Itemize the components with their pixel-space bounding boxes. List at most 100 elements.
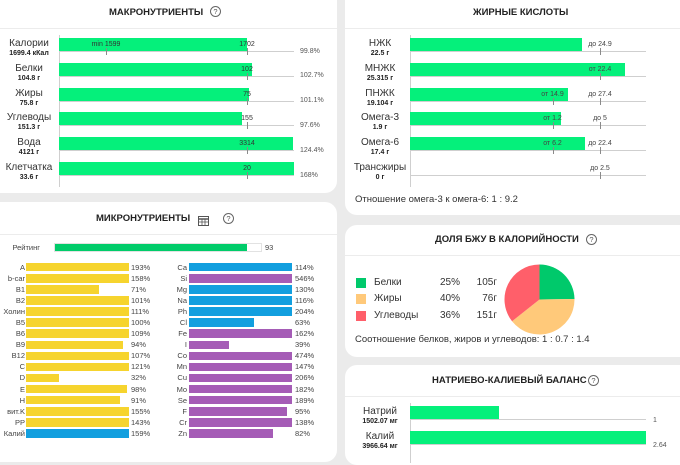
micronutrient-row: B12 107% <box>0 351 320 360</box>
micronutrient-bar <box>189 351 292 361</box>
legend-swatch-carbs <box>356 310 366 321</box>
nutrient-amount: 104.8 г <box>17 74 41 82</box>
norm-label: 75 <box>243 90 251 98</box>
question-circle-icon[interactable] <box>588 375 599 386</box>
question-circle-icon[interactable] <box>223 213 234 224</box>
micronutrient-row: Cr 138% <box>0 418 320 427</box>
micronutrient-bar <box>189 307 292 316</box>
micronutrient-percent: 159% <box>131 428 151 438</box>
percent-label: 102.7% <box>300 72 324 80</box>
macro-row: Вода 4121 г 3314 124.4% <box>0 137 330 157</box>
micronutrient-bar <box>26 362 129 372</box>
nutrient-name: МНЖК <box>364 62 396 74</box>
min-label: от 14.9 <box>541 90 564 98</box>
micronutrient-row: Na 116% <box>0 296 320 305</box>
micronutrient-row: I 39% <box>0 340 320 349</box>
max-tick <box>600 147 601 155</box>
nutrient-name: Вода <box>17 137 41 149</box>
fatty-acid-bar <box>410 62 625 76</box>
max-label: до 22.4 <box>588 140 612 148</box>
micronutrient-row: B6 109% <box>0 329 320 338</box>
max-label: до 2.5 <box>590 165 610 172</box>
norm-label: 1702 <box>239 41 255 48</box>
micronutrient-bar <box>26 262 129 272</box>
nutrient-amount: 1.9 г <box>372 124 388 132</box>
table-icon[interactable] <box>198 213 209 226</box>
micronutrient-percent: 546% <box>295 273 315 283</box>
micronutrient-percent: 189% <box>295 395 315 405</box>
nutrient-amount: 1502.07 мг <box>362 418 398 425</box>
micronutrient-row: Cu 206% <box>0 373 320 382</box>
micronutrient-row: Fe 162% <box>0 329 320 338</box>
row-label: Жиры 75.8 г <box>0 88 58 108</box>
min-label: от 22.4 <box>588 65 612 73</box>
micronutrient-bar <box>26 373 59 383</box>
legend-swatch-fat <box>356 294 366 305</box>
header-divider <box>345 28 680 29</box>
header-divider <box>345 396 680 397</box>
micronutrient-name: Cu <box>177 373 187 383</box>
fatty-acid-row: Трансжиры 0 г до 2.5 <box>352 162 680 182</box>
micronutrient-bar <box>189 429 274 438</box>
omega-ratio-text: Отношение омега-3 к омега-6: 1 : 9.2 <box>355 194 518 205</box>
macro-bar <box>59 137 293 151</box>
baseline <box>410 150 646 152</box>
micronutrient-name: H <box>19 395 25 405</box>
micronutrient-bar <box>189 285 292 294</box>
micronutrient-percent: 193% <box>131 262 151 272</box>
question-circle-icon[interactable] <box>210 6 221 17</box>
legend-grams: 105г <box>476 276 497 288</box>
nutrient-amount: 19.104 г <box>366 99 394 107</box>
question-circle-icon[interactable] <box>586 234 597 245</box>
norm-tick <box>247 97 248 105</box>
nutrient-amount: 3966.64 мг <box>362 443 398 450</box>
micronutrient-percent: 94% <box>131 340 147 350</box>
legend-grams: 76г <box>482 293 497 305</box>
micronutrient-name: PP <box>14 417 25 427</box>
row-label: Вода 4121 г <box>0 137 58 157</box>
max-tick <box>600 172 601 179</box>
row-label: Калий 3966.64 мг <box>352 431 408 451</box>
micronutrient-row: Ph 204% <box>0 307 320 316</box>
ratio-label: 1 <box>653 416 657 424</box>
micronutrient-row: Si 546% <box>0 274 320 283</box>
micronutrient-bar <box>189 362 292 372</box>
nutrient-name: Калий <box>365 431 395 442</box>
max-tick <box>600 48 601 55</box>
micronutrient-bar <box>189 395 292 405</box>
balance-bar <box>410 406 500 419</box>
micronutrient-row: Se 189% <box>0 396 320 405</box>
fatty-acid-bar <box>410 38 582 51</box>
row-label: Омега-3 1.9 г <box>352 112 408 132</box>
legend-percent: 36% <box>440 309 461 321</box>
norm-label: 20 <box>243 165 251 172</box>
legend-swatch-protein <box>356 277 366 288</box>
micronutrient-percent: 206% <box>295 373 315 383</box>
micronutrient-row: B5 100% <box>0 318 320 327</box>
nutrient-name: Калории <box>9 38 49 49</box>
row-label: ПНЖК 19.104 г <box>352 88 408 108</box>
nutrient-amount: 25.315 г <box>366 74 394 82</box>
micronutrient-name: Холин <box>3 307 25 316</box>
baseline <box>410 51 646 52</box>
micronutrient-bar <box>26 384 127 394</box>
micronutrient-name: Si <box>180 273 187 283</box>
micronutrient-name: Ca <box>177 262 187 272</box>
micronutrient-bar <box>189 340 230 350</box>
micronutrient-bar <box>26 329 129 338</box>
micronutrient-name: C <box>19 362 25 372</box>
pie-slice-carbs <box>504 264 540 322</box>
micronutrient-name: Cl <box>179 318 187 328</box>
micronutrient-bar <box>189 407 287 416</box>
baseline <box>59 100 294 102</box>
macronutrients-title: МАКРОНУТРИЕНТЫ <box>109 7 204 18</box>
bju-title: ДОЛЯ БЖУ В КАЛОРИЙНОСТИ <box>435 234 579 245</box>
micronutrient-name: B5 <box>15 318 25 328</box>
macro-row: Клетчатка 33.6 г 20 168% <box>0 162 330 182</box>
micronutrient-name: F <box>182 406 187 416</box>
baseline <box>410 75 646 77</box>
nutrient-amount: 151.3 г <box>17 124 41 132</box>
micronutrient-row: Mo 182% <box>0 385 320 394</box>
row-label: Белки 104.8 г <box>0 63 58 83</box>
